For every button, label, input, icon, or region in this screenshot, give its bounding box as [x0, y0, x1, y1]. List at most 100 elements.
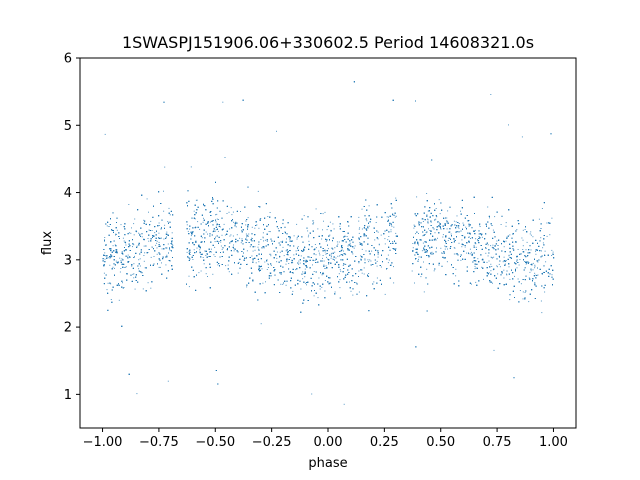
- data-point: [490, 256, 492, 258]
- data-point: [466, 252, 468, 254]
- data-point: [319, 254, 321, 256]
- data-point: [143, 255, 145, 256]
- data-point: [233, 221, 234, 223]
- data-point: [522, 251, 524, 253]
- data-point: [323, 260, 325, 262]
- data-point: [229, 235, 231, 237]
- data-point: [374, 239, 376, 241]
- data-point: [254, 249, 256, 251]
- data-point: [367, 259, 369, 261]
- data-point: [417, 254, 419, 255]
- data-point: [337, 243, 339, 245]
- data-point: [486, 261, 488, 263]
- data-point: [537, 274, 539, 276]
- data-point: [324, 251, 326, 253]
- data-point: [446, 222, 448, 224]
- data-point: [395, 215, 397, 217]
- data-point: [482, 261, 484, 263]
- data-point: [522, 245, 524, 247]
- data-point: [131, 265, 133, 267]
- data-point: [351, 252, 353, 254]
- data-point: [258, 261, 260, 263]
- data-point: [535, 274, 537, 276]
- data-point: [340, 270, 342, 272]
- data-point: [508, 266, 510, 268]
- data-point: [458, 227, 460, 229]
- data-point: [393, 248, 395, 250]
- data-point: [169, 247, 170, 249]
- data-point: [517, 278, 519, 280]
- data-point: [295, 269, 297, 271]
- data-point: [115, 234, 116, 236]
- data-point: [414, 282, 415, 284]
- data-point: [353, 247, 355, 249]
- data-point: [127, 254, 129, 256]
- data-point: [318, 277, 320, 279]
- data-point: [276, 257, 278, 259]
- data-point: [286, 238, 287, 240]
- data-point: [122, 282, 123, 284]
- data-point: [210, 251, 212, 253]
- data-point: [260, 323, 262, 325]
- data-point: [442, 234, 444, 236]
- data-point: [375, 222, 377, 223]
- data-point: [393, 226, 395, 228]
- data-point: [158, 222, 160, 224]
- data-point: [528, 277, 530, 279]
- data-point: [368, 261, 370, 263]
- data-point: [307, 230, 309, 232]
- data-point: [392, 241, 394, 242]
- data-point: [254, 246, 256, 248]
- data-point: [110, 241, 112, 243]
- data-point: [339, 287, 341, 289]
- data-point: [150, 287, 152, 289]
- data-point: [475, 281, 477, 283]
- data-point: [330, 252, 332, 254]
- data-point: [163, 210, 165, 212]
- data-point: [364, 259, 366, 261]
- data-point: [199, 228, 201, 230]
- data-point: [222, 101, 224, 103]
- data-point: [283, 255, 285, 257]
- data-point: [188, 275, 190, 277]
- data-point: [150, 256, 152, 258]
- data-point: [257, 190, 259, 192]
- data-point: [380, 234, 382, 236]
- data-point: [473, 244, 475, 246]
- data-point: [413, 227, 415, 229]
- data-point: [312, 264, 313, 266]
- data-point: [546, 222, 548, 224]
- data-point: [468, 236, 469, 238]
- data-point: [444, 248, 446, 250]
- data-point: [338, 273, 340, 275]
- data-point: [192, 259, 194, 260]
- data-point: [413, 224, 415, 226]
- data-point: [139, 258, 141, 260]
- data-point: [530, 234, 532, 236]
- data-point: [166, 231, 168, 233]
- data-point: [148, 229, 150, 231]
- data-point: [474, 229, 476, 231]
- data-point: [465, 226, 467, 228]
- data-point: [307, 236, 309, 238]
- data-point: [526, 241, 528, 243]
- data-point: [534, 264, 536, 266]
- data-point: [132, 246, 133, 248]
- data-point: [538, 218, 540, 220]
- data-point: [151, 246, 153, 248]
- data-point: [196, 247, 198, 249]
- data-point: [123, 287, 125, 288]
- data-point: [493, 256, 495, 258]
- data-point: [349, 281, 350, 283]
- data-point: [158, 245, 159, 247]
- data-point: [529, 233, 531, 235]
- data-point: [216, 224, 218, 226]
- data-point: [245, 233, 247, 235]
- data-point: [505, 222, 507, 224]
- data-point: [205, 231, 207, 233]
- data-point: [377, 254, 379, 256]
- data-point: [259, 218, 261, 220]
- data-point: [107, 255, 108, 257]
- data-point: [288, 263, 290, 264]
